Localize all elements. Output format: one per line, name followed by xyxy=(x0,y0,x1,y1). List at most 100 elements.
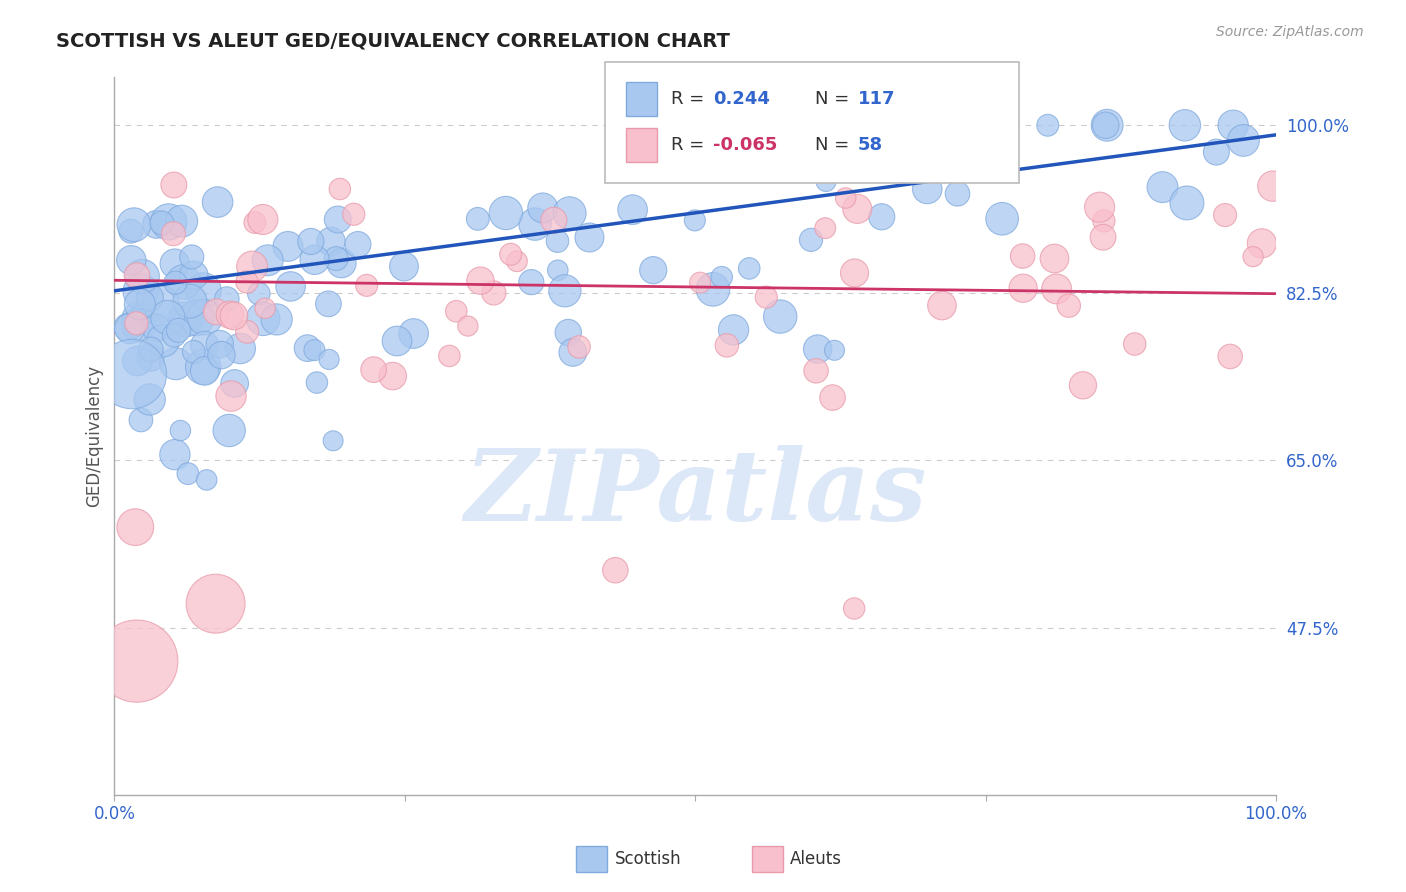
Point xyxy=(1095,118,1118,132)
Point xyxy=(326,212,349,227)
Point xyxy=(543,213,565,227)
Point xyxy=(1036,118,1059,132)
Point xyxy=(844,266,866,280)
Point xyxy=(194,310,217,325)
Point xyxy=(835,191,858,205)
Point xyxy=(621,202,644,217)
Point xyxy=(193,338,215,352)
Point xyxy=(305,376,328,390)
Point xyxy=(170,214,193,228)
Point xyxy=(304,343,326,357)
Point xyxy=(236,275,259,289)
Point xyxy=(204,597,226,611)
Text: Scottish: Scottish xyxy=(614,850,681,868)
Point xyxy=(546,234,568,248)
Point xyxy=(194,364,217,378)
Point xyxy=(224,376,246,391)
Point xyxy=(931,299,953,313)
Point xyxy=(120,224,142,238)
Point xyxy=(193,359,215,374)
Point xyxy=(254,301,277,316)
Point xyxy=(824,343,846,358)
Point xyxy=(1057,299,1080,313)
Point xyxy=(280,279,302,293)
Point xyxy=(1094,118,1116,132)
Point xyxy=(1174,118,1197,132)
Point xyxy=(1232,133,1254,147)
Point xyxy=(643,263,665,277)
Point xyxy=(165,357,187,371)
Point xyxy=(520,275,543,289)
Point xyxy=(1011,249,1033,263)
Point xyxy=(330,256,353,270)
Point xyxy=(229,342,252,356)
Point xyxy=(402,326,425,341)
Point xyxy=(193,284,215,298)
Point xyxy=(907,122,929,136)
Text: 117: 117 xyxy=(858,90,896,108)
Point xyxy=(837,161,859,175)
Point xyxy=(329,182,352,196)
Point xyxy=(385,334,408,348)
Point xyxy=(174,312,197,326)
Point xyxy=(122,218,145,232)
Point xyxy=(917,182,939,196)
Point xyxy=(689,276,711,290)
Point xyxy=(1175,195,1198,210)
Point xyxy=(145,321,167,335)
Text: N =: N = xyxy=(815,90,855,108)
Point xyxy=(322,434,344,448)
Point xyxy=(557,326,579,340)
Point xyxy=(605,563,627,577)
Point xyxy=(129,285,152,299)
Point xyxy=(240,260,263,274)
Point xyxy=(211,348,233,362)
Point xyxy=(991,211,1014,226)
Point xyxy=(132,306,155,320)
Point xyxy=(1123,337,1146,351)
Point xyxy=(531,201,554,215)
Point xyxy=(356,278,378,293)
Point xyxy=(127,354,149,368)
Point xyxy=(163,256,186,270)
Point xyxy=(547,263,569,277)
Point xyxy=(506,254,529,268)
Point xyxy=(769,310,792,324)
Point xyxy=(129,413,152,427)
Point xyxy=(186,310,208,325)
Point xyxy=(139,343,162,357)
Point xyxy=(381,369,404,384)
Point xyxy=(499,247,522,261)
Point xyxy=(236,325,259,339)
Point xyxy=(1071,378,1094,392)
Point xyxy=(177,467,200,481)
Point xyxy=(457,319,479,334)
Point xyxy=(207,195,229,210)
Point xyxy=(935,125,957,139)
Point xyxy=(125,316,148,330)
Point xyxy=(870,210,893,224)
Point xyxy=(814,221,837,235)
Point xyxy=(128,311,150,326)
Point xyxy=(173,275,195,289)
Point xyxy=(1088,200,1111,214)
Point xyxy=(304,252,326,267)
Point xyxy=(875,118,897,132)
Point xyxy=(150,297,173,311)
Point xyxy=(219,389,242,403)
Point xyxy=(183,344,205,359)
Text: 58: 58 xyxy=(858,136,883,154)
Point xyxy=(156,310,179,325)
Point xyxy=(299,235,322,249)
Point xyxy=(117,320,139,334)
Point xyxy=(467,211,489,226)
Point xyxy=(180,250,202,264)
Point xyxy=(1222,118,1244,132)
Point xyxy=(392,260,415,274)
Point xyxy=(524,217,547,231)
Point xyxy=(343,207,366,221)
Point xyxy=(163,328,186,343)
Point xyxy=(218,424,240,438)
Point xyxy=(118,321,141,335)
Point xyxy=(554,284,576,298)
